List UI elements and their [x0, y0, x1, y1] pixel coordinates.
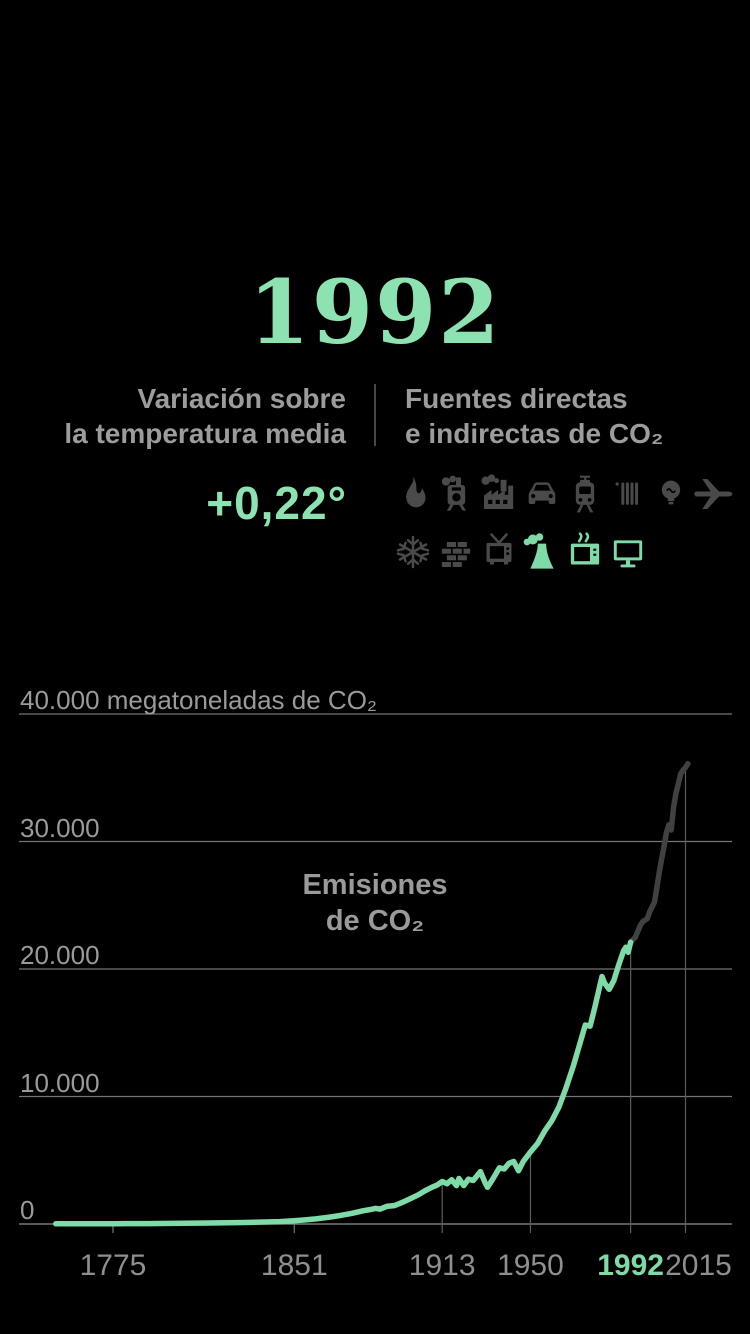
y-tick-label-10000: 10.000 [20, 1067, 100, 1098]
x-tick-label-1950: 1950 [497, 1249, 564, 1282]
x-tick-label-1775: 1775 [79, 1249, 147, 1282]
gridlines [19, 713, 732, 1233]
temperature-caption-line1: Variación sobre [137, 383, 346, 414]
sources-caption-line1: Fuentes directas [405, 383, 628, 414]
y-tick-label-30000: 30.000 [20, 812, 100, 843]
sources-caption-line2: e indirectas de CO₂ [405, 418, 664, 449]
x-tick-label-1851: 1851 [260, 1249, 328, 1282]
chart-title-line2: de CO₂ [325, 905, 425, 937]
temperature-caption: Variación sobre la temperatura media [0, 381, 346, 451]
y-tick-label-20000: 20.000 [20, 940, 100, 970]
caption-divider [374, 384, 376, 446]
x-tick-label-2015: 2015 [665, 1249, 732, 1282]
x-tick-label-1992: 1992 [597, 1249, 664, 1282]
temperature-value: +0,22° [206, 477, 347, 529]
emission-lines [53, 760, 691, 1227]
sources-caption: Fuentes directas e indirectas de CO₂ [405, 381, 663, 451]
y-tick-label-40000: 40.000 megatoneladas de CO₂ [20, 685, 378, 715]
droplines [441, 769, 687, 1233]
chart-title-line1: Emisiones [302, 869, 448, 901]
temperature-caption-line2: la temperatura media [64, 418, 346, 449]
x-tick-label-1913: 1913 [408, 1249, 476, 1282]
year-title: 1992 [248, 260, 502, 364]
chart-title: Emisiones de CO₂ [0, 867, 750, 939]
y-tick-label-0: 0 [20, 1195, 35, 1225]
